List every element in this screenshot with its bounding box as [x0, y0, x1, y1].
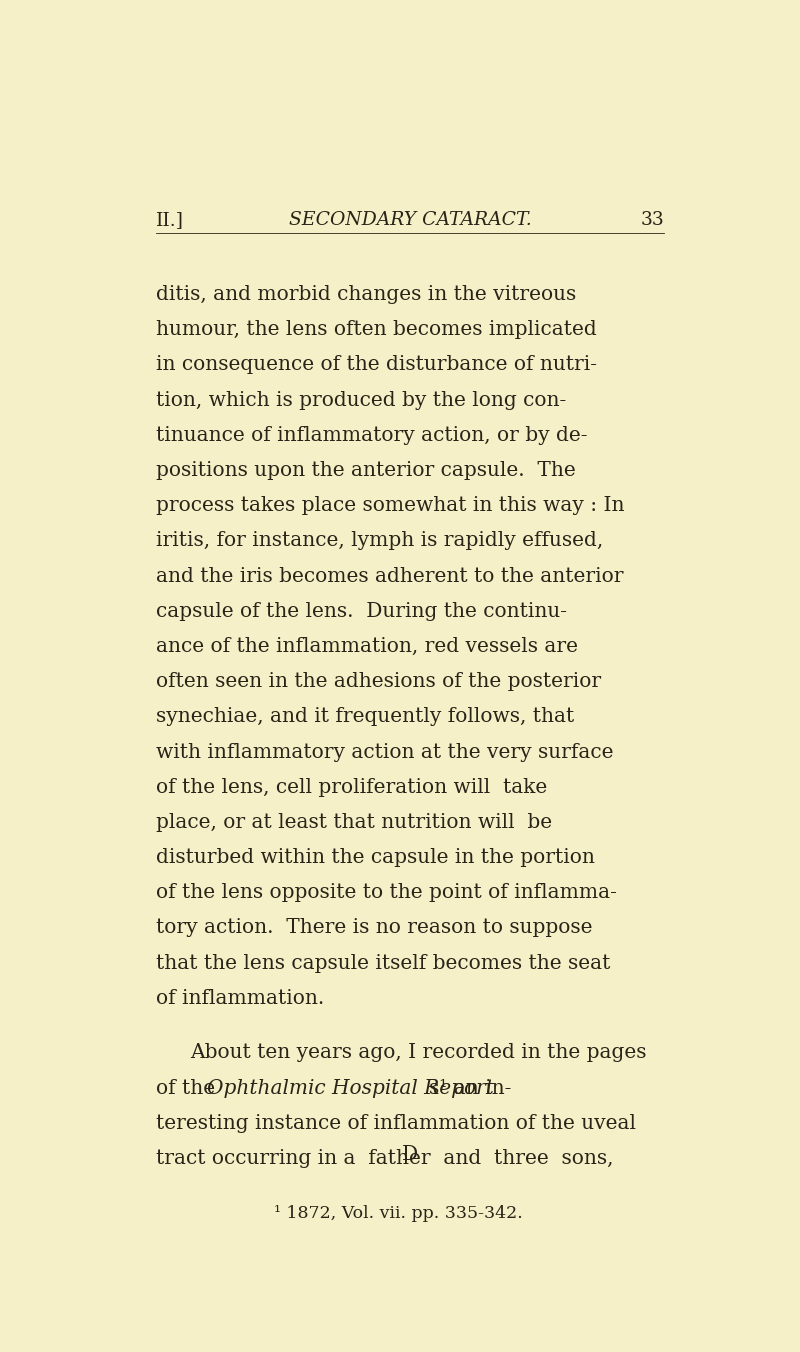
Text: with inflammatory action at the very surface: with inflammatory action at the very sur…	[156, 742, 614, 761]
Text: positions upon the anterior capsule.  The: positions upon the anterior capsule. The	[156, 461, 575, 480]
Text: tion, which is produced by the long con-: tion, which is produced by the long con-	[156, 391, 566, 410]
Text: that the lens capsule itself becomes the seat: that the lens capsule itself becomes the…	[156, 953, 610, 972]
Text: of the lens opposite to the point of inflamma-: of the lens opposite to the point of inf…	[156, 883, 617, 902]
Text: process takes place somewhat in this way : In: process takes place somewhat in this way…	[156, 496, 624, 515]
Text: D: D	[402, 1145, 418, 1164]
Text: s¹ an in-: s¹ an in-	[429, 1079, 511, 1098]
Text: in consequence of the disturbance of nutri-: in consequence of the disturbance of nut…	[156, 356, 597, 375]
Text: II.]: II.]	[156, 211, 184, 228]
Text: SECONDARY CATARACT.: SECONDARY CATARACT.	[289, 211, 531, 228]
Text: teresting instance of inflammation of the uveal: teresting instance of inflammation of th…	[156, 1114, 636, 1133]
Text: disturbed within the capsule in the portion: disturbed within the capsule in the port…	[156, 848, 594, 867]
Text: 33: 33	[641, 211, 664, 228]
Text: humour, the lens often becomes implicated: humour, the lens often becomes implicate…	[156, 320, 597, 339]
Text: About ten years ago, I recorded in the pages: About ten years ago, I recorded in the p…	[190, 1044, 646, 1063]
Text: often seen in the adhesions of the posterior: often seen in the adhesions of the poste…	[156, 672, 601, 691]
Text: of inflammation.: of inflammation.	[156, 988, 324, 1007]
Text: of the lens, cell proliferation will  take: of the lens, cell proliferation will tak…	[156, 777, 547, 796]
Text: capsule of the lens.  During the continu-: capsule of the lens. During the continu-	[156, 602, 566, 621]
Text: place, or at least that nutrition will  be: place, or at least that nutrition will b…	[156, 813, 552, 831]
Text: and the iris becomes adherent to the anterior: and the iris becomes adherent to the ant…	[156, 566, 623, 585]
Text: tory action.  There is no reason to suppose: tory action. There is no reason to suppo…	[156, 918, 592, 937]
Text: Ophthalmic Hospital Report: Ophthalmic Hospital Report	[206, 1079, 494, 1098]
Text: tinuance of inflammatory action, or by de-: tinuance of inflammatory action, or by d…	[156, 426, 587, 445]
Text: ¹ 1872, Vol. vii. pp. 335-342.: ¹ 1872, Vol. vii. pp. 335-342.	[274, 1205, 522, 1222]
Text: iritis, for instance, lymph is rapidly effused,: iritis, for instance, lymph is rapidly e…	[156, 531, 603, 550]
Text: synechiae, and it frequently follows, that: synechiae, and it frequently follows, th…	[156, 707, 574, 726]
Text: tract occurring in a  father  and  three  sons,: tract occurring in a father and three so…	[156, 1149, 614, 1168]
Text: of the: of the	[156, 1079, 222, 1098]
Text: ance of the inflammation, red vessels are: ance of the inflammation, red vessels ar…	[156, 637, 578, 656]
Text: ditis, and morbid changes in the vitreous: ditis, and morbid changes in the vitreou…	[156, 285, 576, 304]
